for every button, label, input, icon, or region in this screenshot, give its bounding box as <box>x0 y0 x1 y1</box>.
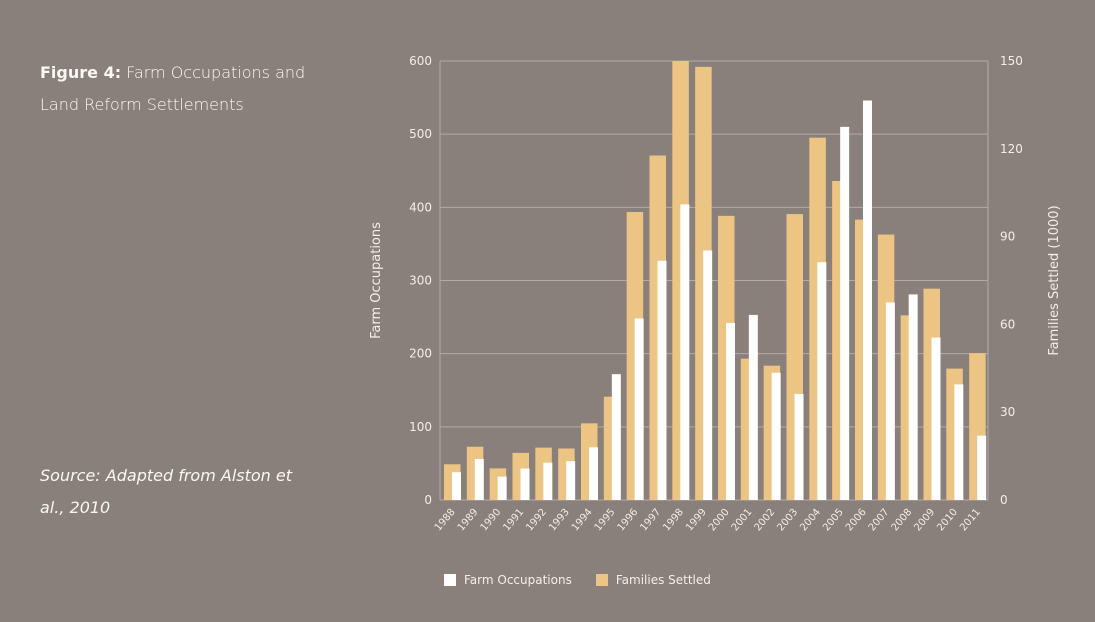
legend-swatch-families <box>595 574 608 586</box>
bar-occupations-1993 <box>566 461 576 500</box>
legend-item-families: Families Settled <box>595 573 711 587</box>
bar-occupations-1994 <box>589 447 598 500</box>
x-tick-1990: 1990 <box>479 507 504 534</box>
bar-occupations-1997 <box>657 260 667 500</box>
x-tick-2005: 2005 <box>821 507 846 534</box>
bar-occupations-1992 <box>543 462 553 500</box>
y-tick-right-150: 150 <box>1000 54 1023 68</box>
bar-occupations-2000 <box>726 322 735 500</box>
x-tick-1993: 1993 <box>547 507 572 534</box>
bar-occupations-1999 <box>703 250 713 500</box>
y-tick-right-30: 30 <box>1000 405 1015 419</box>
x-tick-2007: 2007 <box>867 507 892 534</box>
x-tick-1996: 1996 <box>616 507 641 534</box>
bar-occupations-2003 <box>794 393 804 500</box>
x-tick-2000: 2000 <box>707 507 732 534</box>
x-tick-2006: 2006 <box>844 507 869 534</box>
x-tick-1994: 1994 <box>570 507 595 534</box>
bar-occupations-2004 <box>817 262 827 500</box>
figure-label: Figure 4: <box>40 63 122 82</box>
bar-occupations-2009 <box>931 337 941 500</box>
x-tick-1998: 1998 <box>661 507 686 534</box>
y-tick-left-500: 500 <box>409 127 432 141</box>
legend-swatch-occupations <box>444 574 456 586</box>
bar-occupations-1989 <box>474 459 484 500</box>
x-tick-2010: 2010 <box>935 507 960 534</box>
bar-occupations-1996 <box>634 318 644 500</box>
x-tick-1988: 1988 <box>433 507 458 534</box>
bar-occupations-1991 <box>520 468 530 500</box>
x-tick-2011: 2011 <box>958 507 983 534</box>
y-tick-left-600: 600 <box>409 54 432 68</box>
x-tick-1999: 1999 <box>684 507 709 534</box>
y-tick-left-100: 100 <box>409 420 432 434</box>
legend-label-families: Families Settled <box>615 573 711 587</box>
bar-occupations-2007 <box>885 302 895 500</box>
bar-occupations-2005 <box>840 126 850 500</box>
x-tick-1997: 1997 <box>638 507 663 534</box>
x-tick-2003: 2003 <box>775 507 800 534</box>
source-note: Source: Adapted from Alston et al., 2010 <box>40 466 293 517</box>
legend-label-occupations: Farm Occupations <box>464 573 572 587</box>
bar-occupations-2011 <box>977 435 987 500</box>
x-tick-1991: 1991 <box>501 507 526 534</box>
x-tick-1992: 1992 <box>524 507 549 534</box>
bar-occupations-2002 <box>771 372 781 500</box>
bar-occupations-2006 <box>863 100 872 500</box>
bar-occupations-2008 <box>908 294 918 500</box>
y-tick-left-200: 200 <box>409 347 432 361</box>
y-tick-left-400: 400 <box>409 200 432 214</box>
y-tick-right-60: 60 <box>1000 317 1015 331</box>
x-tick-2001: 2001 <box>730 507 755 534</box>
y-tick-right-0: 0 <box>1000 493 1008 507</box>
figure-title: Farm Occupations and Land Reform Settlem… <box>40 63 306 114</box>
legend-item-occupations: Farm Occupations <box>444 573 572 587</box>
y-tick-left-0: 0 <box>424 493 432 507</box>
x-tick-2009: 2009 <box>912 507 937 534</box>
y-axis-label-left: Farm Occupations <box>369 222 384 339</box>
x-tick-2004: 2004 <box>798 507 823 534</box>
bar-occupations-1988 <box>452 472 461 500</box>
bar-occupations-2001 <box>748 314 758 500</box>
x-tick-1995: 1995 <box>593 507 618 534</box>
y-tick-left-300: 300 <box>409 274 432 288</box>
y-tick-right-120: 120 <box>1000 142 1023 156</box>
x-tick-2008: 2008 <box>890 507 915 534</box>
chart-legend: Farm Occupations Families Settled <box>444 573 729 587</box>
y-tick-right-90: 90 <box>1000 230 1015 244</box>
bar-occupations-2010 <box>954 384 964 500</box>
y-axis-label-right: Families Settled (1000) <box>1047 205 1062 355</box>
bar-occupations-1995 <box>611 374 621 500</box>
bar-occupations-1990 <box>497 476 507 500</box>
figure-caption: Figure 4: Farm Occupations and Land Refo… <box>40 57 340 121</box>
x-tick-2002: 2002 <box>753 507 778 534</box>
x-tick-1989: 1989 <box>456 507 481 534</box>
bar-occupations-1998 <box>680 204 690 500</box>
